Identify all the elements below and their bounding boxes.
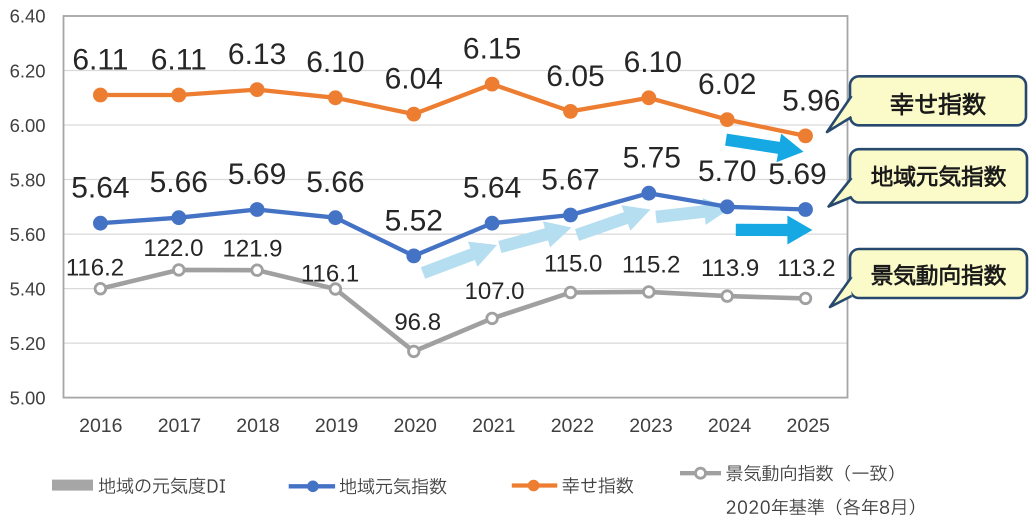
svg-text:5.40: 5.40 — [10, 278, 46, 299]
svg-text:5.70: 5.70 — [698, 155, 756, 188]
svg-text:5.67: 5.67 — [541, 163, 599, 196]
svg-text:5.80: 5.80 — [10, 169, 46, 190]
svg-text:6.10: 6.10 — [624, 46, 682, 79]
svg-text:5.64: 5.64 — [463, 172, 521, 205]
svg-text:5.64: 5.64 — [71, 172, 129, 205]
svg-text:2018: 2018 — [236, 415, 279, 437]
svg-text:5.69: 5.69 — [228, 158, 286, 191]
svg-text:115.0: 115.0 — [544, 251, 602, 278]
svg-text:2023: 2023 — [629, 415, 672, 437]
svg-text:6.00: 6.00 — [10, 115, 46, 136]
svg-text:5.60: 5.60 — [10, 224, 46, 245]
svg-text:2025: 2025 — [787, 415, 831, 437]
svg-text:5.69: 5.69 — [768, 158, 826, 191]
svg-text:5.20: 5.20 — [10, 333, 46, 354]
svg-text:5.66: 5.66 — [150, 166, 208, 199]
svg-text:6.05: 6.05 — [546, 60, 604, 93]
svg-text:113.9: 113.9 — [701, 255, 759, 282]
svg-text:2016: 2016 — [79, 415, 122, 437]
svg-text:116.2: 116.2 — [66, 255, 124, 282]
svg-text:113.2: 113.2 — [777, 255, 835, 282]
svg-text:107.0: 107.0 — [464, 278, 524, 305]
svg-text:6.02: 6.02 — [698, 68, 756, 101]
svg-text:2021: 2021 — [472, 415, 515, 437]
svg-text:2019: 2019 — [315, 415, 358, 437]
svg-text:6.40: 6.40 — [10, 6, 46, 27]
svg-text:5.66: 5.66 — [306, 166, 364, 199]
svg-text:2022: 2022 — [551, 415, 594, 437]
svg-text:6.15: 6.15 — [463, 33, 521, 66]
svg-text:6.11: 6.11 — [151, 44, 207, 77]
svg-text:6.13: 6.13 — [228, 38, 286, 71]
svg-text:6.20: 6.20 — [10, 60, 46, 81]
svg-text:5.75: 5.75 — [623, 142, 681, 175]
svg-text:96.8: 96.8 — [394, 309, 441, 336]
svg-text:6.10: 6.10 — [306, 46, 364, 79]
svg-text:6.04: 6.04 — [385, 63, 443, 96]
svg-text:121.9: 121.9 — [222, 235, 282, 262]
svg-text:122.0: 122.0 — [143, 235, 203, 262]
svg-text:5.00: 5.00 — [10, 387, 46, 408]
svg-text:115.2: 115.2 — [622, 251, 680, 278]
svg-text:5.52: 5.52 — [385, 204, 443, 237]
svg-text:5.96: 5.96 — [782, 84, 840, 117]
svg-text:6.11: 6.11 — [72, 44, 128, 77]
svg-text:116.1: 116.1 — [301, 261, 359, 288]
svg-text:2020: 2020 — [394, 415, 438, 437]
svg-text:2017: 2017 — [158, 415, 201, 437]
svg-text:2024: 2024 — [708, 415, 752, 437]
